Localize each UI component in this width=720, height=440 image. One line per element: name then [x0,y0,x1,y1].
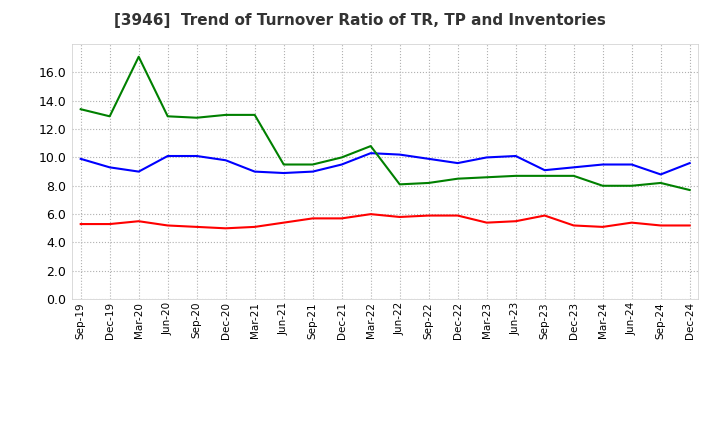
Inventories [76,106,85,112]
Inventories [454,176,462,181]
Trade Receivables [251,224,259,230]
Trade Payables [251,169,259,174]
Line: Trade Payables: Trade Payables [81,153,690,174]
Trade Payables [76,156,85,161]
Trade Receivables [598,224,607,230]
Trade Receivables [76,221,85,227]
Trade Payables [135,169,143,174]
Inventories [192,115,201,121]
Trade Receivables [221,226,230,231]
Trade Payables [163,154,172,159]
Legend: Trade Receivables, Trade Payables, Inventories: Trade Receivables, Trade Payables, Inven… [155,438,616,440]
Inventories [105,114,114,119]
Trade Receivables [395,214,404,220]
Trade Payables [657,172,665,177]
Inventories [221,112,230,117]
Inventories [163,114,172,119]
Inventories [685,187,694,193]
Trade Payables [366,150,375,156]
Trade Payables [454,161,462,166]
Inventories [598,183,607,188]
Trade Receivables [685,223,694,228]
Trade Payables [598,162,607,167]
Inventories [366,143,375,149]
Trade Payables [105,165,114,170]
Inventories [627,183,636,188]
Inventories [482,175,491,180]
Trade Receivables [366,212,375,217]
Trade Payables [627,162,636,167]
Inventories [251,112,259,117]
Inventories [424,180,433,186]
Trade Payables [192,154,201,159]
Inventories [308,162,317,167]
Inventories [279,162,288,167]
Line: Trade Receivables: Trade Receivables [81,214,690,228]
Trade Receivables [192,224,201,230]
Trade Payables [482,155,491,160]
Trade Payables [570,165,578,170]
Trade Receivables [482,220,491,225]
Trade Receivables [135,219,143,224]
Trade Receivables [279,220,288,225]
Trade Receivables [105,221,114,227]
Inventories [338,155,346,160]
Inventories [657,180,665,186]
Trade Payables [338,162,346,167]
Text: [3946]  Trend of Turnover Ratio of TR, TP and Inventories: [3946] Trend of Turnover Ratio of TR, TP… [114,13,606,28]
Trade Receivables [308,216,317,221]
Trade Payables [308,169,317,174]
Trade Receivables [570,223,578,228]
Inventories [395,182,404,187]
Inventories [511,173,520,179]
Trade Receivables [454,213,462,218]
Trade Payables [511,154,520,159]
Trade Payables [279,170,288,176]
Inventories [541,173,549,179]
Trade Payables [395,152,404,157]
Inventories [570,173,578,179]
Trade Receivables [657,223,665,228]
Trade Payables [221,158,230,163]
Trade Receivables [424,213,433,218]
Line: Inventories: Inventories [81,57,690,190]
Trade Receivables [338,216,346,221]
Trade Receivables [627,220,636,225]
Trade Receivables [541,213,549,218]
Trade Receivables [511,219,520,224]
Trade Payables [424,156,433,161]
Trade Payables [541,168,549,173]
Trade Payables [685,161,694,166]
Inventories [135,54,143,59]
Trade Receivables [163,223,172,228]
